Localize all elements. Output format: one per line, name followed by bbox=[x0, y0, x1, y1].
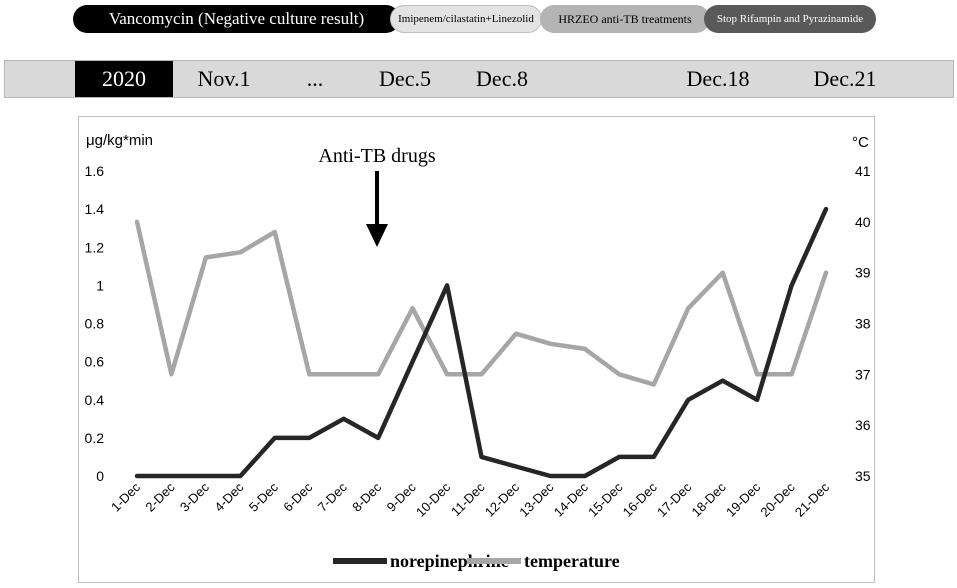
timeline-date-dec18: Dec.18 bbox=[686, 66, 750, 91]
y-tick-left-label: 0.6 bbox=[85, 354, 105, 370]
y-tick-right-label: 36 bbox=[855, 417, 871, 433]
timeline-bar: 2020 Nov.1 ... Dec.5 Dec.8 Dec.18 Dec.21 bbox=[4, 60, 954, 98]
x-tick-label: 3-Dec bbox=[177, 479, 212, 514]
phase-vancomycin: Vancomycin (Negative culture result) bbox=[73, 5, 400, 33]
x-tick-label: 10-Dec bbox=[413, 479, 454, 520]
x-tick-label: 1-Dec bbox=[108, 479, 143, 514]
legend-label-norepinephrine: norepinephrine bbox=[390, 551, 509, 571]
y-tick-left-label: 0.2 bbox=[85, 430, 105, 446]
y-axis-label-right: °C bbox=[852, 134, 869, 151]
y-tick-right-label: 41 bbox=[855, 163, 871, 179]
legend-label-temperature: temperature bbox=[524, 551, 620, 571]
x-tick-label: 2-Dec bbox=[142, 479, 177, 514]
timeline-date-dec5: Dec.5 bbox=[379, 66, 431, 91]
y-tick-left-label: 0.8 bbox=[85, 316, 105, 332]
timeline-date-nov1: Nov.1 bbox=[197, 66, 251, 91]
x-tick-label: 6-Dec bbox=[280, 479, 315, 514]
x-tick-label: 17-Dec bbox=[654, 479, 695, 520]
x-tick-label: 5-Dec bbox=[246, 479, 281, 514]
y-tick-right-label: 38 bbox=[855, 316, 871, 332]
y-tick-left-label: 1 bbox=[96, 277, 104, 293]
y-tick-left-label: 0.4 bbox=[85, 392, 105, 408]
x-tick-label: 16-Dec bbox=[620, 479, 661, 520]
timeline-date-dec8: Dec.8 bbox=[476, 66, 528, 91]
y-tick-left-label: 1.2 bbox=[85, 239, 105, 255]
x-tick-label: 19-Dec bbox=[723, 479, 764, 520]
y-tick-right-label: 35 bbox=[855, 468, 871, 484]
anti-tb-annotation: Anti-TB drugs bbox=[318, 145, 435, 167]
x-tick-label: 18-Dec bbox=[689, 479, 730, 520]
y-tick-right-label: 40 bbox=[855, 214, 871, 230]
series-line-temperature bbox=[134, 219, 829, 387]
timeline-year: 2020 bbox=[75, 61, 173, 97]
y-tick-left-label: 0 bbox=[96, 468, 104, 484]
y-tick-right-label: 39 bbox=[855, 265, 871, 281]
phase-stop-rifampin: Stop Rifampin and Pyrazinamide bbox=[704, 5, 876, 33]
chart-frame bbox=[78, 116, 875, 583]
annotation-arrow-head bbox=[366, 224, 388, 247]
y-axis-label-left: μg/kg*min bbox=[86, 132, 153, 149]
series-line-norepinephrine bbox=[134, 206, 829, 479]
x-tick-label: 7-Dec bbox=[315, 479, 350, 514]
x-tick-label: 8-Dec bbox=[349, 479, 384, 514]
x-tick-label: 21-Dec bbox=[792, 479, 833, 520]
y-tick-left-label: 1.4 bbox=[85, 201, 105, 217]
timeline-date-dec21: Dec.21 bbox=[813, 66, 877, 91]
phase-hrzeo: HRZEO anti-TB treatments bbox=[540, 5, 710, 33]
timeline-date-ellipsis: ... bbox=[306, 66, 324, 91]
y-tick-left-label: 1.6 bbox=[85, 163, 105, 179]
x-tick-label: 4-Dec bbox=[211, 479, 246, 514]
x-tick-label: 13-Dec bbox=[516, 479, 557, 520]
x-tick-label: 15-Dec bbox=[585, 479, 626, 520]
x-tick-label: 11-Dec bbox=[448, 479, 488, 519]
x-tick-label: 20-Dec bbox=[757, 479, 798, 520]
x-tick-label: 14-Dec bbox=[551, 479, 592, 520]
phase-imipenem-linezolid: Imipenem/cilastatin+Linezolid bbox=[390, 5, 542, 33]
x-tick-label: 12-Dec bbox=[482, 479, 523, 520]
y-tick-right-label: 37 bbox=[855, 366, 871, 382]
